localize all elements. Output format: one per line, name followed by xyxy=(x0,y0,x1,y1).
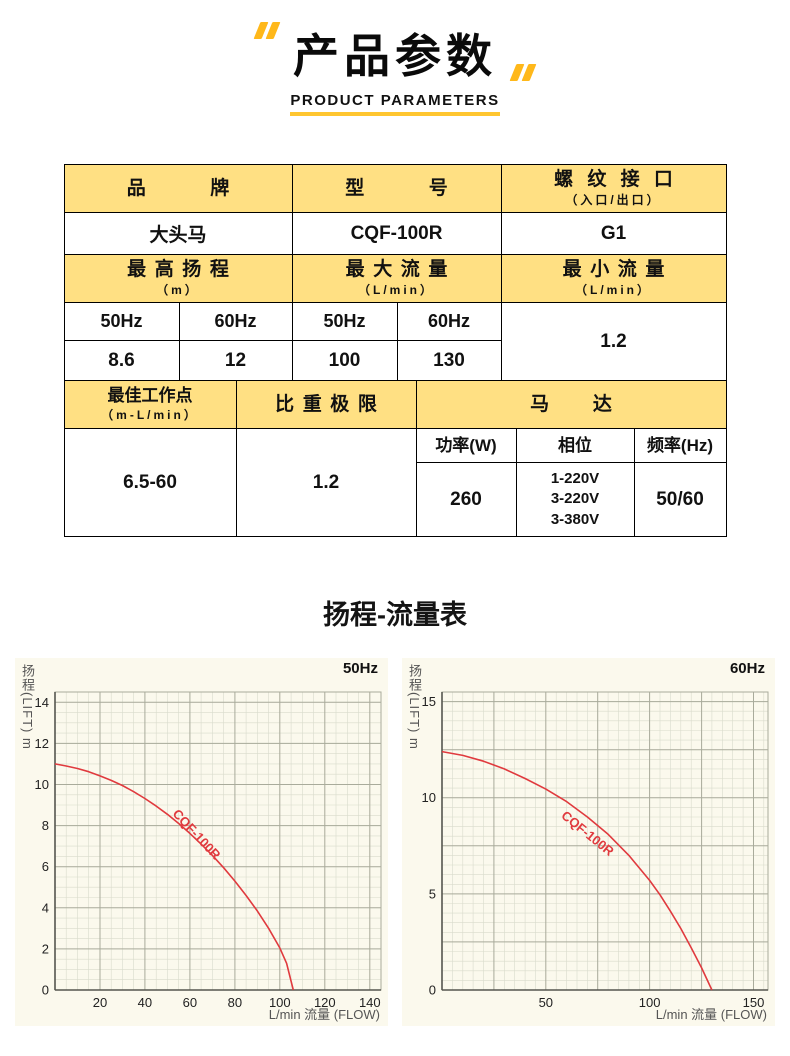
header-model: 型号 xyxy=(292,165,502,213)
svg-text:60: 60 xyxy=(183,995,197,1010)
svg-text:40: 40 xyxy=(138,995,152,1010)
chart-plot-50hz: 20 40 60 80 100 120 140 0 2 4 6 8 10 12 14 CQF-100R xyxy=(15,676,388,1025)
value-gravity: 1.2 xyxy=(236,429,417,537)
hz-label-flow-50: 50Hz xyxy=(292,303,398,341)
svg-text:0: 0 xyxy=(429,983,436,998)
title-accent-right-icon xyxy=(509,64,537,81)
svg-text:50: 50 xyxy=(539,995,553,1010)
title-block: 产品参数 PRODUCT PARAMETERS xyxy=(0,0,790,116)
value-model: CQF-100R xyxy=(292,213,502,255)
value-port: G1 xyxy=(501,213,727,255)
svg-text:10: 10 xyxy=(35,777,49,792)
header-best-point: 最佳工作点 （m-L/min） xyxy=(64,381,237,429)
header-motor: 马达 xyxy=(416,381,727,429)
header-phase: 相位 xyxy=(516,429,635,463)
chart-y-axis-label-60hz: 扬程(LIFT) m xyxy=(407,664,422,750)
header-brand-label: 品牌 xyxy=(126,177,294,199)
charts-row: 50Hz 扬程(LIFT) m 20 40 60 80 100 120 140 0 2 4 6 8 10… xyxy=(0,658,790,1026)
value-freq: 50/60 xyxy=(634,463,727,537)
value-power: 260 xyxy=(416,463,517,537)
svg-text:2: 2 xyxy=(42,941,49,956)
svg-text:15: 15 xyxy=(422,694,436,709)
header-port-label: 螺纹接口 xyxy=(554,168,688,190)
value-flow-50: 100 xyxy=(292,341,398,381)
chart-title-50hz: 50Hz xyxy=(342,660,378,677)
value-lift-60: 12 xyxy=(179,341,293,381)
title-accent-left-icon xyxy=(253,22,281,39)
svg-text:5: 5 xyxy=(429,886,436,901)
chart-50hz: 50Hz 扬程(LIFT) m 20 40 60 80 100 120 140 0 2 4 6 8 10… xyxy=(15,658,388,1026)
chart-svg: 50 100 150 0 5 10 15 CQF-100R xyxy=(422,691,769,1010)
header-model-label: 型号 xyxy=(345,177,513,199)
header-freq: 频率(Hz) xyxy=(634,429,727,463)
header-min-flow: 最小流量 （L/min） xyxy=(501,255,727,303)
table-section-motor: 最佳工作点 （m-L/min） 比重极限 马达 6.5-60 1.2 功率(W)… xyxy=(64,381,727,537)
header-port: 螺纹接口 （入口/出口） xyxy=(501,165,727,213)
parameters-table: 品牌 型号 螺纹接口 （入口/出口） 大头马 CQF-100R G1 最高扬程 … xyxy=(63,164,727,537)
header-brand: 品牌 xyxy=(64,165,294,213)
chart-section-title: 扬程-流量表 xyxy=(323,600,467,630)
chart-y-axis-label-50hz: 扬程(LIFT) m xyxy=(20,664,35,750)
chart-plot-60hz: 50 100 150 0 5 10 15 CQF-100R xyxy=(402,676,775,1025)
table-section-liftflow: 最高扬程 （m） 最大流量 （L/min） 最小流量 （L/min） 50Hz … xyxy=(64,255,727,381)
chart-60hz: 60Hz 扬程(LIFT) m 50 100 150 0 5 10 15 CQF-100R L… xyxy=(402,658,775,1026)
svg-text:100: 100 xyxy=(639,995,661,1010)
svg-text:4: 4 xyxy=(42,900,49,915)
header-power: 功率(W) xyxy=(416,429,517,463)
svg-text:0: 0 xyxy=(42,983,49,998)
chart-svg: 20 40 60 80 100 120 140 0 2 4 6 8 10 12 14 CQF-100R xyxy=(35,691,382,1010)
header-gravity: 比重极限 xyxy=(236,381,417,429)
subtitle-underline xyxy=(290,112,500,116)
page-subtitle: PRODUCT PARAMETERS xyxy=(290,92,500,109)
svg-text:80: 80 xyxy=(228,995,242,1010)
value-best-point: 6.5-60 xyxy=(64,429,237,537)
value-min-flow: 1.2 xyxy=(501,303,727,381)
value-brand: 大头马 xyxy=(64,213,293,255)
chart-x-axis-label-50hz: L/min 流量 (FLOW) xyxy=(268,1007,380,1022)
chart-title-60hz: 60Hz xyxy=(729,660,765,677)
header-port-sub: （入口/出口） xyxy=(565,193,662,208)
value-phase: 1-220V 3-220V 3-380V xyxy=(516,463,635,537)
title-wrap: 产品参数 xyxy=(253,20,537,86)
svg-text:10: 10 xyxy=(422,790,436,805)
svg-text:12: 12 xyxy=(35,736,49,751)
svg-text:140: 140 xyxy=(359,995,381,1010)
table-section-brand: 品牌 型号 螺纹接口 （入口/出口） 大头马 CQF-100R G1 xyxy=(64,165,727,255)
hz-label-lift-60: 60Hz xyxy=(179,303,293,341)
svg-text:6: 6 xyxy=(42,859,49,874)
svg-text:120: 120 xyxy=(314,995,336,1010)
svg-text:100: 100 xyxy=(269,995,291,1010)
svg-text:CQF-100R: CQF-100R xyxy=(170,806,224,863)
svg-text:150: 150 xyxy=(743,995,765,1010)
header-max-lift: 最高扬程 （m） xyxy=(64,255,293,303)
chart-x-axis-label-60hz: L/min 流量 (FLOW) xyxy=(655,1007,767,1022)
svg-text:8: 8 xyxy=(42,818,49,833)
hz-label-flow-60: 60Hz xyxy=(397,303,502,341)
header-max-flow: 最大流量 （L/min） xyxy=(292,255,502,303)
svg-text:14: 14 xyxy=(35,695,49,710)
svg-text:20: 20 xyxy=(93,995,107,1010)
value-flow-60: 130 xyxy=(397,341,502,381)
value-lift-50: 8.6 xyxy=(64,341,180,381)
page-title: 产品参数 xyxy=(293,30,497,82)
svg-text:CQF-100R: CQF-100R xyxy=(559,808,618,860)
hz-label-lift-50: 50Hz xyxy=(64,303,180,341)
